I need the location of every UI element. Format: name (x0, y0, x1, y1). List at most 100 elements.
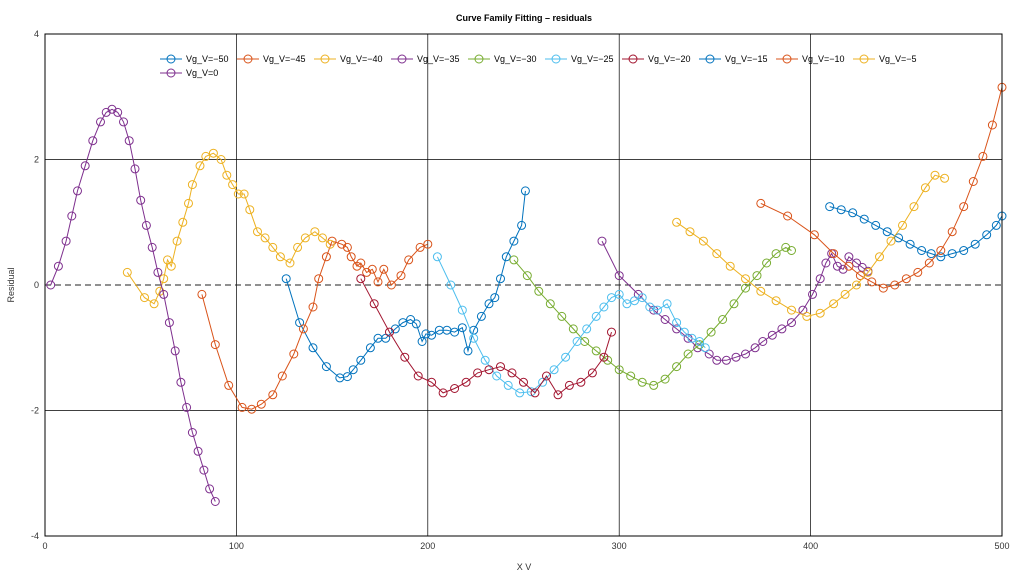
data-point (268, 390, 278, 400)
data-point (777, 324, 787, 334)
legend-swatch-marker (397, 54, 407, 64)
legend-item: Vg_V=−10 (776, 54, 845, 64)
legend-label: Vg_V=−50 (186, 54, 229, 64)
data-point (260, 233, 270, 243)
data-point (406, 315, 416, 324)
data-point (614, 289, 624, 299)
data-point (101, 107, 111, 117)
chart-title: Curve Family Fitting – residuals (456, 13, 592, 23)
x-tick-label: 100 (229, 541, 244, 551)
data-point (683, 349, 693, 359)
data-point (501, 252, 511, 262)
data-point (233, 189, 243, 199)
data-point (725, 261, 735, 271)
data-point (245, 205, 255, 215)
data-point (53, 261, 63, 271)
data-point (564, 380, 574, 390)
data-point (480, 355, 490, 365)
data-point (136, 195, 146, 205)
data-point (852, 280, 861, 290)
data-point (762, 258, 772, 268)
data-point (337, 239, 347, 249)
data-point (310, 227, 320, 237)
data-point (582, 324, 592, 334)
legend-swatch-marker (782, 54, 792, 64)
legend-item: Vg_V=0 (160, 68, 218, 78)
data-point (926, 249, 936, 259)
data-point (815, 274, 825, 284)
legend-label: Vg_V=−30 (494, 54, 537, 64)
data-point (808, 289, 817, 299)
data-point (756, 286, 766, 296)
data-point (534, 286, 544, 296)
series-6 (356, 274, 616, 400)
data-point (890, 280, 900, 290)
data-point (959, 202, 969, 212)
data-point (404, 255, 414, 265)
legend-item: Vg_V=−5 (853, 54, 917, 64)
data-point (417, 337, 427, 346)
data-point (802, 311, 812, 321)
data-point (239, 189, 249, 199)
series-10 (46, 104, 220, 506)
data-point (968, 177, 978, 186)
data-point (882, 227, 892, 237)
legend-label: Vg_V=−40 (340, 54, 383, 64)
legend-swatch-marker (166, 54, 176, 64)
data-point (978, 151, 988, 161)
data-point (672, 362, 682, 372)
data-point (147, 242, 157, 252)
data-point (940, 173, 950, 183)
data-point (289, 349, 299, 359)
data-point (197, 289, 207, 299)
data-point (750, 343, 760, 353)
data-point (959, 246, 969, 255)
data-point (519, 377, 528, 387)
legend-label: Vg_V=−15 (725, 54, 768, 64)
data-point (415, 242, 425, 252)
data-point (607, 293, 616, 303)
data-point (542, 371, 551, 381)
data-point (438, 388, 448, 398)
x-axis-label: X V (517, 562, 532, 572)
data-point (859, 214, 869, 224)
data-point (369, 299, 379, 309)
data-point (342, 242, 352, 252)
legend-swatch-marker (474, 54, 484, 64)
data-point (553, 390, 563, 400)
data-point (987, 120, 997, 130)
data-point (844, 261, 854, 271)
data-point (626, 371, 636, 381)
data-point (96, 117, 105, 127)
data-point (247, 404, 257, 414)
data-point (886, 236, 896, 246)
data-point (187, 428, 197, 437)
legend-item: Vg_V=−25 (545, 54, 614, 64)
data-point (308, 343, 318, 353)
data-point (672, 217, 682, 227)
data-point (61, 236, 71, 246)
data-point (193, 446, 203, 456)
legend-swatch-marker (166, 68, 176, 78)
data-point (741, 349, 750, 359)
data-point (314, 274, 324, 284)
data-point (469, 333, 479, 343)
data-point (130, 164, 140, 174)
data-point (852, 258, 861, 268)
data-point (141, 220, 151, 230)
data-point (798, 305, 808, 315)
data-point (300, 233, 310, 243)
data-point (591, 311, 601, 321)
data-point (159, 289, 169, 299)
data-point (463, 346, 473, 356)
legend-item: Vg_V=−35 (391, 54, 460, 64)
data-point (767, 330, 777, 340)
data-point (427, 330, 437, 340)
data-point (80, 161, 90, 171)
data-point (894, 233, 904, 243)
data-point (400, 352, 410, 362)
data-point (373, 277, 383, 287)
data-point (216, 155, 226, 164)
legend-item: Vg_V=−50 (160, 54, 229, 64)
data-point (838, 264, 848, 274)
